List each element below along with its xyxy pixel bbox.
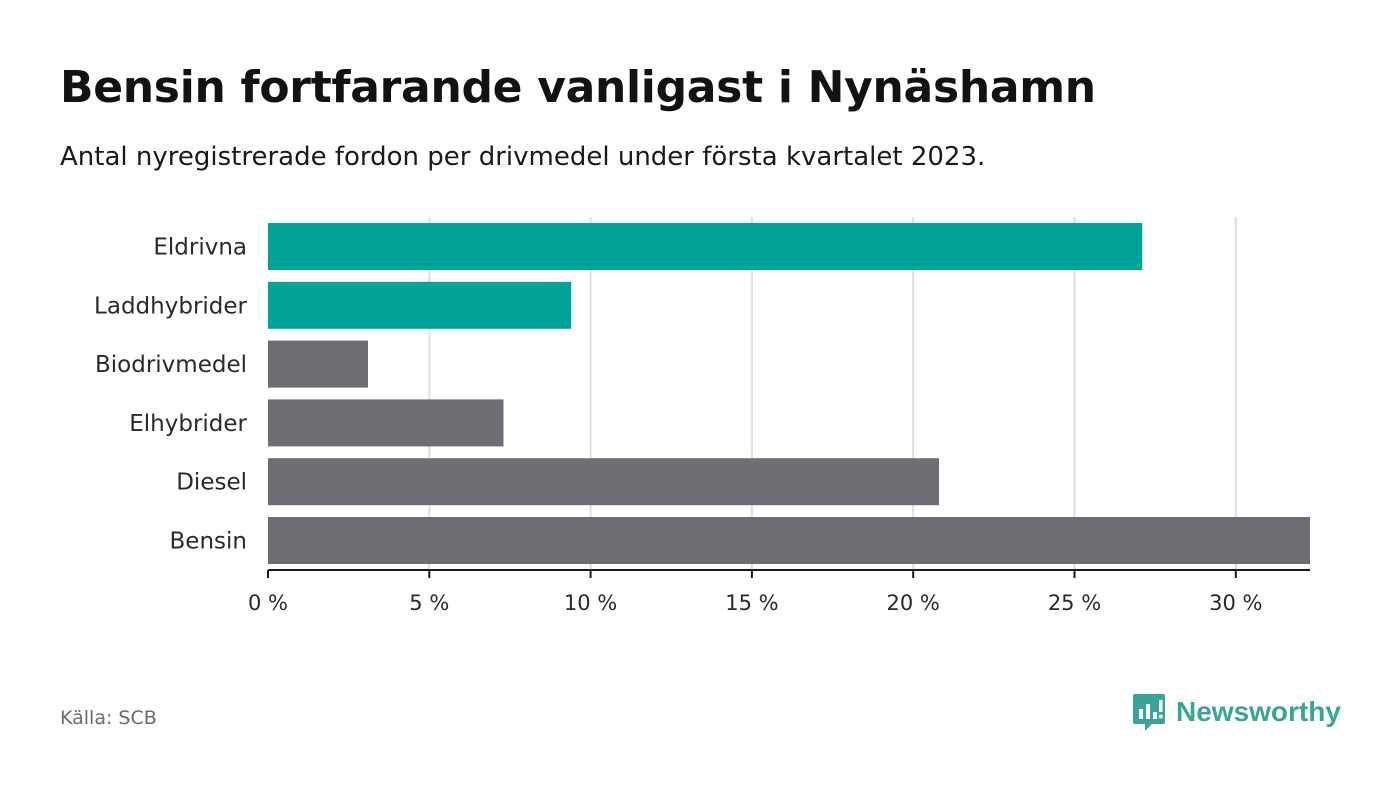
- x-tick-label: 5 %: [409, 591, 449, 615]
- brand: Newsworthy: [1132, 690, 1341, 734]
- bar-bensin: [268, 517, 1310, 564]
- x-tick-label: 25 %: [1048, 591, 1101, 615]
- x-tick-label: 30 %: [1209, 591, 1262, 615]
- x-tick-label: 10 %: [564, 591, 617, 615]
- chart-subtitle: Antal nyregistrerade fordon per drivmede…: [60, 142, 986, 172]
- category-label: Eldrivna: [153, 235, 247, 261]
- bar-eldrivna: [268, 223, 1143, 270]
- category-label: Elhybrider: [129, 411, 247, 437]
- category-label: Diesel: [176, 470, 247, 496]
- x-tick-label: 15 %: [725, 591, 778, 615]
- category-label: Bensin: [170, 529, 247, 555]
- category-label: Biodrivmedel: [95, 352, 247, 378]
- category-label: Laddhybrider: [94, 293, 247, 319]
- bar-elhybrider: [268, 399, 504, 447]
- bar-diesel: [268, 458, 940, 506]
- brand-name: Newsworthy: [1176, 696, 1341, 727]
- x-axis: 0 % 5 % 10 % 15 % 20 % 25 % 30 %: [248, 569, 1310, 615]
- bar-biodrivmedel: [268, 340, 369, 388]
- gridlines: [428, 217, 1237, 570]
- bar-chart: Eldrivna Laddhybrider Biodrivmedel Elhybrid…: [94, 217, 1310, 615]
- bars: [268, 223, 1310, 564]
- chart-title: Bensin fortfarande vanligast i Nynäshamn: [60, 62, 1096, 113]
- category-labels: Eldrivna Laddhybrider Biodrivmedel Elhybrid…: [94, 235, 247, 555]
- source-note: Källa: SCB: [60, 707, 157, 729]
- x-tick-label: 20 %: [887, 591, 940, 615]
- x-tick-label: 0 %: [248, 591, 288, 615]
- newsworthy-logo-icon: [1133, 694, 1165, 731]
- bar-laddhybrider: [268, 281, 572, 329]
